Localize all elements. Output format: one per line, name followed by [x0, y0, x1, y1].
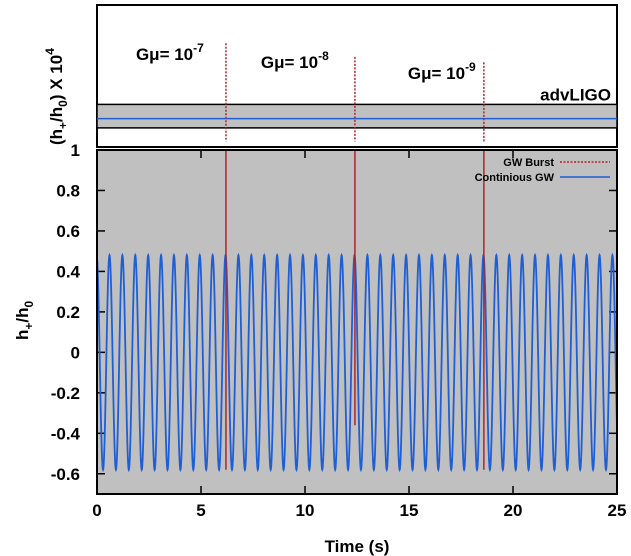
gmu-label-3: Gμ= 10-9 [408, 60, 476, 83]
top-ylabel-sup: 4 [43, 48, 57, 55]
top-ylabel: (h+/h0) X 104 [43, 48, 70, 145]
gmu-label-base: Gμ= 10 [408, 64, 465, 83]
gmu-label-exponent: -8 [318, 49, 329, 63]
x-axis-title: Time (s) [325, 537, 390, 556]
top-ylabel-sub2: 0 [56, 100, 70, 107]
legend: GW Burst Continious GW [475, 157, 610, 184]
x-tick-label-1: 5 [196, 501, 205, 520]
top-spikes [225, 43, 485, 142]
gmu-label-base: Gμ= 10 [261, 53, 318, 72]
gmu-label-exponent: -9 [465, 60, 476, 74]
top-ylabel-sub1: + [56, 122, 70, 129]
advligo-label: advLIGO [540, 85, 611, 104]
top-ylabel-open: (h [47, 129, 66, 145]
gmu-label-1: Gμ= 10-7 [136, 41, 204, 64]
bottom-panel: 0 5 10 15 20 25 -0.6 -0.4 -0.2 0 0.2 0.4 0.6 0.8 GW B… [13, 149, 627, 556]
bottom-ylabel-a: h [13, 330, 32, 340]
top-annotations: Gμ= 10-7Gμ= 10-8Gμ= 10-9 [136, 41, 476, 83]
y-tick-label-2: -0.2 [51, 384, 80, 403]
bottom-ylabel-sub2: 0 [22, 300, 36, 307]
x-tick-label-3: 15 [400, 501, 419, 520]
bottom-ylabel-b: /h [13, 307, 32, 322]
gmu-label-2: Gμ= 10-8 [261, 49, 329, 72]
y-tick-label-3: 0 [71, 343, 80, 362]
y-tick-label-7: 0.8 [56, 181, 80, 200]
bottom-panel-outline [96, 149, 618, 495]
x-tick-label-4: 20 [504, 501, 523, 520]
y-tick-label-1: -0.4 [51, 424, 81, 443]
y-tick-label-5: 0.4 [56, 262, 80, 281]
bottom-ylabel-sub1: + [22, 323, 36, 330]
x-tick-label-5: 25 [608, 501, 627, 520]
top-ylabel-close: ) X 10 [47, 55, 66, 100]
y-tick-label-6: 0.6 [56, 222, 80, 241]
bottom-ylabel: h+/h0 [13, 300, 36, 340]
continuous-gw-line [96, 252, 618, 473]
top-ytick-label: 1 [71, 141, 80, 160]
bottom-ticks: 0 5 10 15 20 25 -0.6 -0.4 -0.2 0 0.2 0.4 0.6 0.8 [51, 150, 627, 520]
legend-label-continuous: Continious GW [475, 172, 555, 184]
gmu-label-exponent: -7 [193, 41, 204, 55]
legend-label-burst: GW Burst [503, 157, 554, 169]
y-tick-label-4: 0.2 [56, 303, 80, 322]
x-tick-label-2: 10 [296, 501, 315, 520]
advligo-band [96, 103, 618, 129]
top-ylabel-mid: /h [47, 107, 66, 122]
y-tick-label-0: -0.6 [51, 465, 80, 484]
top-panel: advLIGO Gμ= 10-7Gμ= 10-8Gμ= 10-9 (h+/h0)… [43, 4, 618, 160]
burst-spikes [225, 150, 485, 470]
x-tick-label-0: 0 [92, 501, 101, 520]
gmu-label-base: Gμ= 10 [136, 45, 193, 64]
